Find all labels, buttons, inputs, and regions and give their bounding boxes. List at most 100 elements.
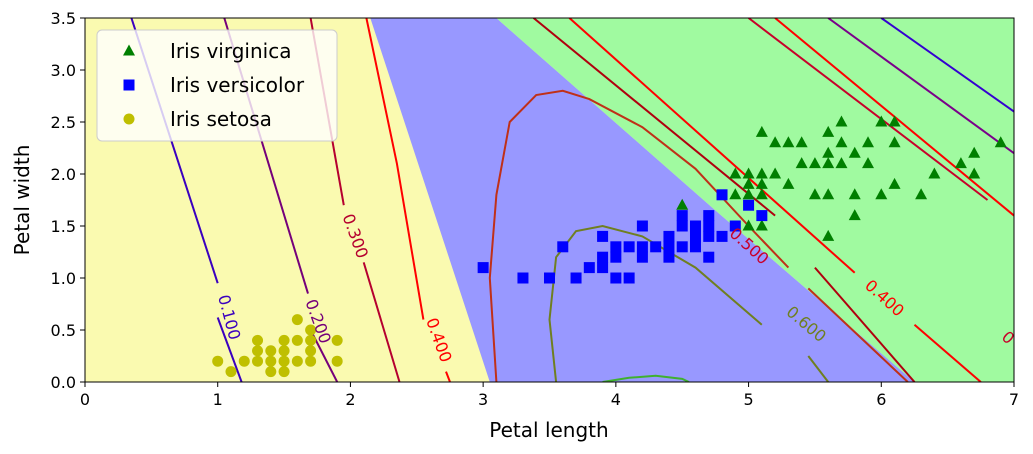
y-axis-ticks: 0.0 0.5 1.0 1.5 2.0 2.5 3.0 3.5 [51, 9, 85, 392]
point-iris-virginica [742, 219, 755, 231]
y-axis-label: Petal width [10, 145, 34, 256]
contour-setosa-0300-b [362, 262, 401, 382]
point-iris-virginica [808, 157, 821, 169]
x-tick-label: 7 [1009, 390, 1019, 409]
point-iris-versicolor [703, 210, 715, 222]
point-iris-setosa [225, 366, 237, 378]
point-iris-virginica [769, 167, 782, 179]
x-tick-label: 4 [611, 390, 621, 409]
point-iris-setosa [291, 314, 303, 326]
point-iris-virginica [968, 167, 981, 179]
point-iris-versicolor [477, 262, 489, 274]
point-iris-virginica [915, 188, 928, 200]
point-iris-versicolor [689, 230, 701, 242]
contour-versicolor-0600-b [807, 355, 829, 382]
x-tick-label: 3 [478, 390, 488, 409]
point-iris-versicolor [583, 262, 595, 274]
y-tick-label: 2.0 [51, 165, 76, 184]
point-iris-versicolor [636, 241, 648, 253]
point-iris-virginica [755, 219, 768, 231]
point-iris-versicolor [663, 251, 675, 263]
point-iris-versicolor [743, 199, 755, 211]
point-iris-virginica [862, 157, 875, 169]
point-iris-virginica [769, 136, 782, 148]
point-iris-setosa [252, 345, 264, 357]
legend-marker [123, 113, 135, 125]
point-iris-setosa [278, 345, 290, 357]
legend-label: Iris setosa [170, 107, 272, 131]
point-iris-versicolor [570, 272, 582, 284]
point-iris-virginica [954, 157, 967, 169]
region-versicolor [370, 18, 915, 382]
x-tick-label: 0 [80, 390, 90, 409]
y-tick-label: 2.5 [51, 113, 76, 132]
point-iris-virginica [822, 188, 835, 200]
point-iris-setosa [265, 366, 277, 378]
point-iris-versicolor [676, 220, 688, 232]
point-iris-setosa [331, 355, 343, 367]
point-iris-virginica [835, 157, 848, 169]
point-iris-versicolor [729, 220, 741, 232]
legend-label: Iris virginica [170, 39, 291, 63]
point-iris-setosa [265, 355, 277, 367]
point-iris-versicolor [650, 241, 662, 253]
point-iris-versicolor [597, 262, 609, 274]
contour-virginica-c [827, 18, 1014, 155]
point-iris-virginica [755, 167, 768, 179]
point-iris-setosa [305, 345, 317, 357]
point-iris-virginica [782, 136, 795, 148]
contour-virginica-0400 [568, 18, 856, 274]
point-iris-virginica [862, 136, 875, 148]
point-iris-setosa [252, 334, 264, 346]
point-iris-virginica [848, 146, 861, 158]
legend-box [96, 29, 338, 142]
point-iris-versicolor [623, 272, 635, 284]
point-iris-virginica [835, 115, 848, 127]
point-iris-versicolor [623, 241, 635, 253]
point-iris-virginica [822, 157, 835, 169]
contour-virginica-b [747, 18, 989, 201]
point-iris-versicolor [689, 241, 701, 253]
contour-virginica-d [880, 18, 1014, 113]
point-iris-setosa [252, 355, 264, 367]
contour-setosa-0400 [365, 18, 425, 320]
point-iris-virginica [742, 167, 755, 179]
y-tick-label: 0.0 [51, 373, 76, 392]
point-iris-versicolor [544, 272, 555, 284]
point-iris-versicolor [716, 230, 728, 242]
point-iris-setosa [265, 345, 277, 357]
point-iris-setosa [305, 324, 317, 336]
point-iris-setosa [305, 355, 317, 367]
plot-frame [84, 17, 1015, 383]
contour-virginica-e-b [814, 266, 916, 382]
data-points [212, 115, 1007, 378]
point-iris-virginica [822, 146, 835, 158]
point-iris-versicolor [756, 210, 768, 222]
contour-virginica-e [532, 18, 776, 217]
point-iris-setosa [278, 334, 290, 346]
point-iris-versicolor [610, 272, 622, 284]
point-iris-virginica [742, 177, 755, 189]
y-tick-label: 1.5 [51, 217, 76, 236]
point-iris-virginica [782, 177, 795, 189]
point-iris-versicolor [636, 251, 648, 263]
point-iris-virginica [835, 136, 848, 148]
x-axis-label: Petal length [489, 418, 608, 442]
point-iris-virginica [808, 188, 821, 200]
legend: Iris virginica Iris versicolor Iris setosa [96, 29, 338, 142]
point-iris-versicolor [517, 272, 529, 284]
point-iris-virginica [994, 136, 1007, 148]
point-iris-virginica [875, 115, 888, 127]
point-iris-setosa [278, 366, 290, 378]
point-iris-virginica [795, 157, 808, 169]
point-iris-virginica [755, 125, 768, 137]
y-tick-label: 3.0 [51, 61, 76, 80]
point-iris-versicolor [703, 220, 715, 232]
point-iris-versicolor [663, 241, 675, 253]
contour-setosa-0100-b [216, 317, 243, 382]
point-iris-setosa [291, 355, 303, 367]
point-iris-virginica [729, 188, 742, 200]
point-iris-virginica [888, 115, 901, 127]
